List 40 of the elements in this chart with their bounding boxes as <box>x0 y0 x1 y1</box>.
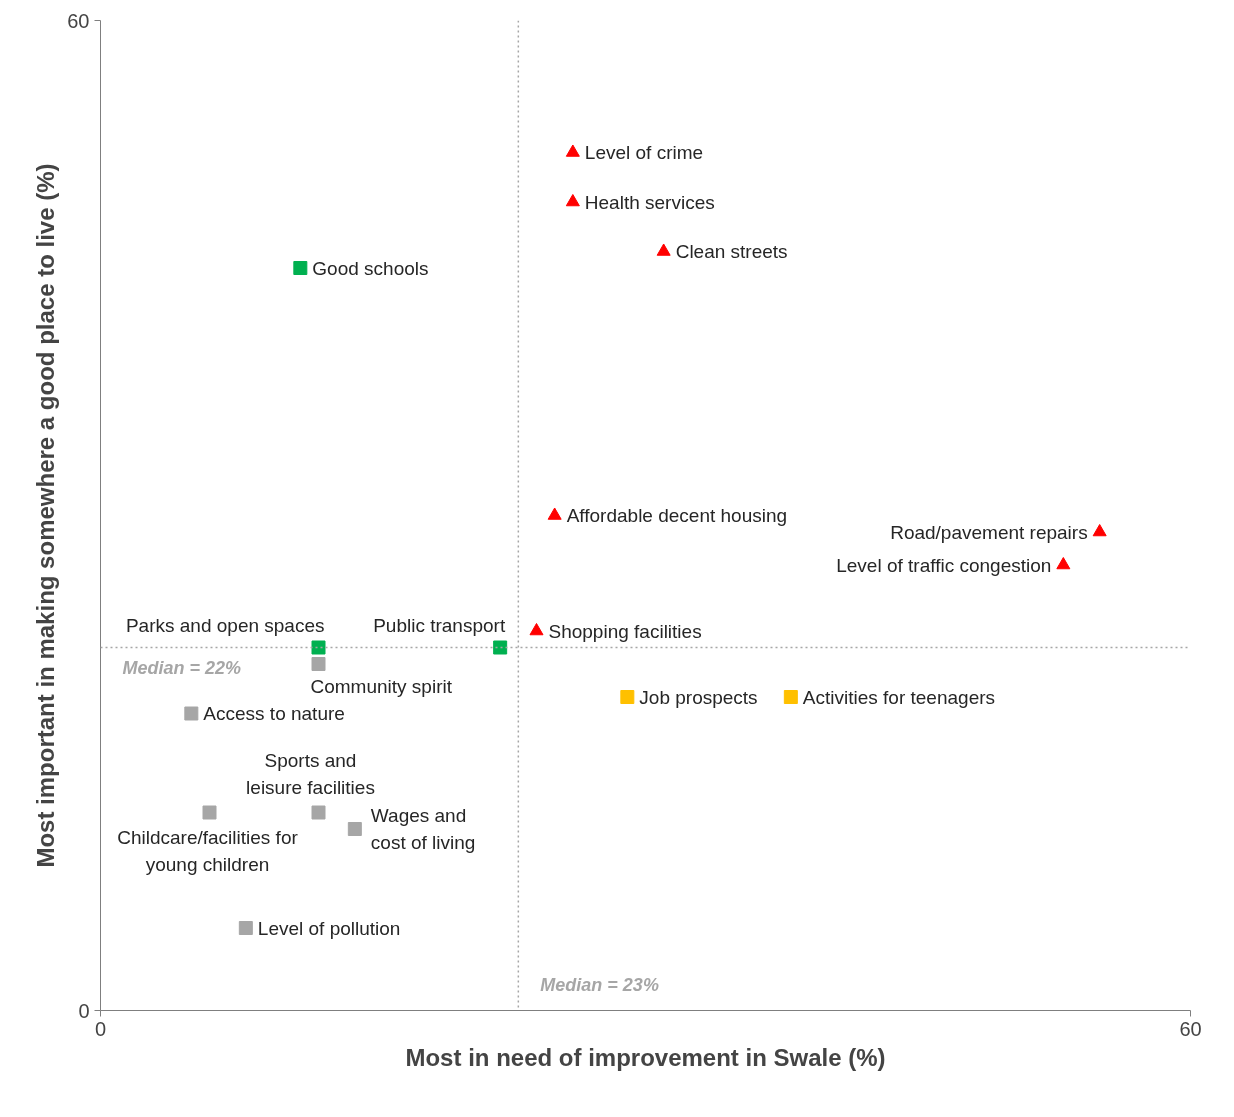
point <box>493 640 508 655</box>
annotation: Wages and cost of living <box>370 804 476 854</box>
point <box>202 805 217 820</box>
annotation: Job prospects <box>639 686 758 708</box>
ref-line-label: Median = 23% <box>540 974 659 995</box>
annotation: Road/pavement repairs <box>890 521 1088 543</box>
annotation: Level of pollution <box>257 917 401 939</box>
annotation: Parks and open spaces <box>125 614 325 636</box>
annotation: Shopping facilities <box>548 620 702 642</box>
point <box>547 507 562 520</box>
point <box>1056 556 1071 570</box>
point <box>529 622 544 636</box>
point <box>311 640 326 655</box>
point <box>620 690 635 704</box>
annotation: Level of traffic congestion <box>836 554 1052 576</box>
annotation: Health services <box>584 191 715 213</box>
point <box>184 706 199 721</box>
point <box>311 657 326 671</box>
annotation: Clean streets <box>675 241 788 262</box>
annotation: Public transport <box>373 614 506 636</box>
y-axis-title: Most important in making somewhere a good place to live (%) <box>32 163 60 868</box>
annotation: Good schools <box>312 257 429 279</box>
x-axis-title: Most in need of improvement in Swale (%) <box>405 1043 886 1071</box>
ref-line-label: Median = 22% <box>122 657 242 678</box>
point <box>347 822 362 836</box>
point <box>565 144 580 157</box>
annotation: Activities for teenagers <box>802 686 996 708</box>
annotation: Childcare/facilities for young children <box>117 826 299 875</box>
point <box>1092 523 1107 537</box>
annotation: Access to nature <box>203 703 345 724</box>
annotation: Level of crime <box>584 142 704 163</box>
point <box>565 193 580 207</box>
annotation: Sports and leisure facilities <box>246 750 375 799</box>
point <box>783 690 798 704</box>
point <box>656 243 671 256</box>
annotation: Affordable decent housing <box>566 505 788 526</box>
point <box>238 921 253 935</box>
annotation: Community spirit <box>310 676 453 697</box>
point <box>311 805 326 820</box>
point <box>293 261 308 275</box>
